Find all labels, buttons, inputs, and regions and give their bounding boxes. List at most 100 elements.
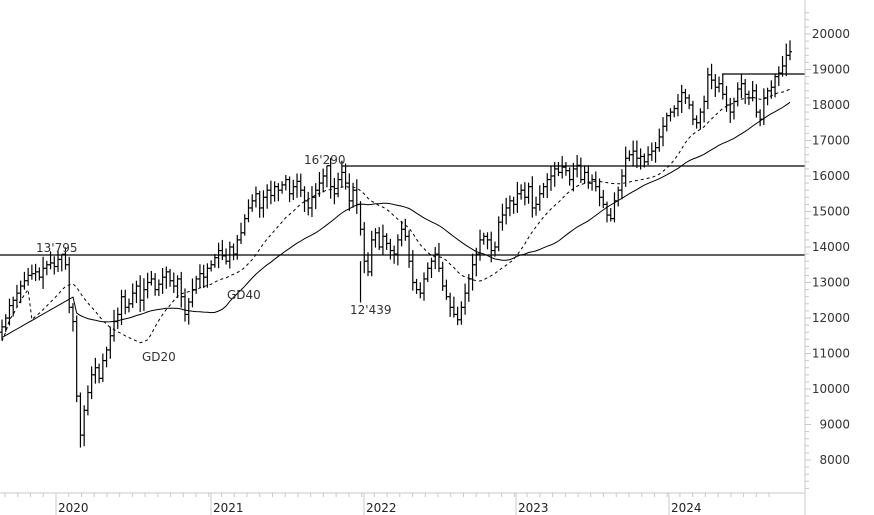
price-bar	[522, 182, 527, 206]
price-bar	[773, 73, 778, 98]
x-tick-label: 2021	[213, 501, 244, 515]
price-bar	[548, 166, 553, 191]
price-bar	[197, 264, 202, 289]
price-bar	[653, 142, 658, 163]
price-bar	[41, 256, 46, 289]
x-tick-label: 2020	[58, 501, 89, 515]
price-bar	[511, 196, 516, 214]
price-bar	[182, 288, 187, 322]
price-bar	[619, 169, 624, 200]
price-bar	[112, 309, 117, 342]
price-bar	[70, 303, 75, 332]
y-tick-label: 15000	[812, 205, 850, 219]
price-bar	[126, 298, 131, 313]
price-bar	[3, 314, 8, 332]
price-bar	[336, 172, 341, 198]
price-bar	[82, 405, 87, 447]
price-bar	[280, 181, 285, 194]
price-bar	[253, 186, 258, 208]
price-bar	[339, 160, 344, 188]
price-bar	[784, 43, 789, 77]
price-bar	[369, 230, 374, 277]
price-bar	[519, 184, 524, 200]
price-bar	[463, 283, 468, 315]
price-bar	[530, 176, 535, 218]
price-bar	[276, 183, 281, 202]
price-bar	[713, 74, 718, 97]
price-bar	[504, 197, 509, 225]
price-bar	[141, 278, 146, 312]
price-bar	[313, 183, 318, 210]
price-bar	[186, 298, 191, 325]
price-bar	[78, 392, 83, 448]
price-bar	[306, 191, 311, 216]
price-bar	[272, 181, 277, 202]
price-bar	[0, 319, 4, 341]
price-bar	[657, 128, 662, 152]
price-bar	[138, 275, 143, 313]
price-bar	[492, 241, 497, 257]
price-bar	[235, 234, 240, 260]
price-bar	[89, 366, 94, 400]
price-bar	[224, 248, 229, 265]
price-bar	[295, 173, 300, 198]
label-gd40: GD40	[227, 288, 261, 302]
price-bar	[436, 242, 441, 273]
price-bar	[605, 201, 610, 223]
y-tick-label: 9000	[819, 418, 850, 432]
price-bar	[433, 247, 438, 270]
price-bar	[59, 253, 64, 272]
price-bar	[743, 79, 748, 104]
price-bar	[563, 161, 568, 176]
price-bar	[373, 228, 378, 248]
price-bar	[776, 66, 781, 86]
price-bar	[97, 363, 102, 384]
y-tick-label: 20000	[812, 27, 850, 41]
price-bar	[507, 195, 512, 217]
price-bar	[108, 326, 113, 359]
price-bar	[44, 260, 49, 276]
price-bar	[668, 108, 673, 122]
price-bar	[571, 162, 576, 192]
y-axis: 20000 19000 18000 17000 16000 15000 14000 13000…	[804, 0, 850, 515]
price-bar	[171, 272, 176, 293]
price-bar	[455, 306, 460, 326]
price-bar	[709, 63, 714, 90]
price-bar	[93, 357, 98, 384]
price-bar	[130, 283, 135, 308]
price-bar	[515, 182, 520, 213]
price-bar	[212, 254, 217, 268]
price-bar	[545, 173, 550, 199]
price-bar	[728, 97, 733, 123]
price-bar	[287, 176, 292, 203]
price-bar	[459, 301, 464, 325]
price-bar	[717, 76, 722, 93]
price-bar	[537, 185, 542, 211]
ohlc-bars	[0, 40, 792, 448]
price-bar	[724, 85, 729, 112]
x-tick-label: 2023	[518, 501, 549, 515]
price-bar	[302, 186, 307, 212]
price-bar	[590, 174, 595, 191]
price-bar	[788, 40, 792, 61]
annotation-high-2022: 16'290	[304, 153, 345, 167]
price-bar	[380, 224, 385, 255]
price-bar	[705, 67, 710, 110]
price-bar	[451, 296, 456, 318]
annotation-high-2020: 13'795	[36, 241, 77, 255]
price-bar	[631, 140, 636, 167]
price-bar	[496, 216, 501, 252]
price-bar	[414, 278, 419, 294]
price-bar	[250, 194, 255, 212]
price-bar	[448, 292, 453, 317]
price-bar	[526, 182, 531, 204]
price-bar	[14, 284, 19, 307]
price-bar	[758, 109, 763, 127]
price-bar	[474, 247, 479, 277]
price-bar	[324, 165, 329, 188]
price-bar	[37, 267, 42, 281]
price-bar	[134, 280, 139, 304]
price-bar	[765, 87, 770, 106]
price-bar	[422, 272, 427, 301]
